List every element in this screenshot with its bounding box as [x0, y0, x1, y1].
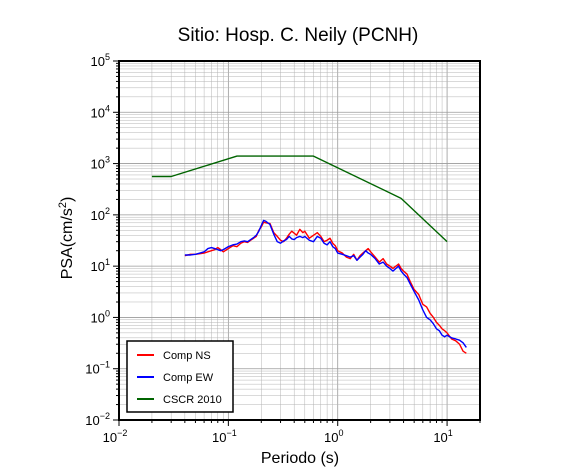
y-tick-label: 105: [91, 52, 110, 69]
x-tick-label-exp: 1: [448, 428, 453, 438]
y-tick-label-base: 10: [91, 157, 105, 172]
y-tick-label-base: 10: [91, 259, 105, 274]
y-tick-label-exp: 5: [105, 52, 110, 62]
y-tick-label-exp: 2: [105, 206, 110, 216]
x-tick-label-exp: 0: [338, 428, 343, 438]
y-tick-label: 104: [91, 103, 110, 120]
y-tick-label: 10−2: [85, 411, 110, 428]
series-line-comp-ns: [184, 221, 467, 354]
legend-label: CSCR 2010: [163, 394, 222, 406]
x-tick-label-base: 10: [103, 430, 117, 445]
x-tick-label-base: 10: [212, 430, 226, 445]
x-tick-label: 10−1: [212, 428, 237, 445]
y-tick-label-base: 10: [85, 362, 99, 377]
series-layer: [151, 155, 467, 354]
y-axis-label-exp: 2: [57, 202, 69, 208]
y-tick-label: 101: [91, 257, 110, 274]
x-tick-label: 101: [433, 428, 452, 445]
grid: [118, 60, 481, 421]
y-tick-label: 103: [91, 155, 110, 172]
y-tick-label: 102: [91, 206, 110, 223]
x-tick-label: 10−2: [103, 428, 128, 445]
y-tick-label-exp: −1: [100, 360, 110, 370]
y-axis-label-base: PSA(cm/s: [59, 208, 76, 279]
y-tick-label-exp: 0: [105, 308, 110, 318]
legend-label: Comp NS: [163, 350, 211, 362]
y-tick-label-base: 10: [91, 208, 105, 223]
y-tick-label-exp: −2: [100, 411, 110, 421]
x-axis-label: Periodo (s): [261, 450, 339, 467]
y-axis-label: PSA(cm/s2): [57, 197, 76, 280]
y-tick-label-base: 10: [91, 105, 105, 120]
y-tick-label-base: 10: [91, 310, 105, 325]
x-tick-label-exp: −1: [226, 428, 236, 438]
x-tick-label-exp: −2: [117, 428, 127, 438]
y-tick-label-exp: 4: [105, 103, 110, 113]
series-line-comp-ew: [184, 219, 467, 348]
y-tick-label-base: 10: [85, 413, 99, 428]
y-tick-label-exp: 3: [105, 155, 110, 165]
y-axis-label-close: ): [59, 197, 76, 202]
x-tick-label-base: 10: [324, 430, 338, 445]
x-tick-label-base: 10: [433, 430, 447, 445]
y-tick-label-base: 10: [91, 54, 105, 69]
legend-label: Comp EW: [163, 372, 214, 384]
y-tick-label: 10−1: [85, 360, 110, 377]
series-line-cscr-2010: [151, 155, 448, 243]
chart-title: Sitio: Hosp. C. Neily (PCNH): [178, 25, 419, 46]
y-tick-label-exp: 1: [105, 257, 110, 267]
legend: Comp NS Comp EW CSCR 2010: [126, 340, 234, 413]
x-tick-label: 100: [324, 428, 343, 445]
y-tick-label: 100: [91, 308, 110, 325]
plot-border: [118, 60, 481, 421]
plot-frame: [118, 60, 481, 421]
